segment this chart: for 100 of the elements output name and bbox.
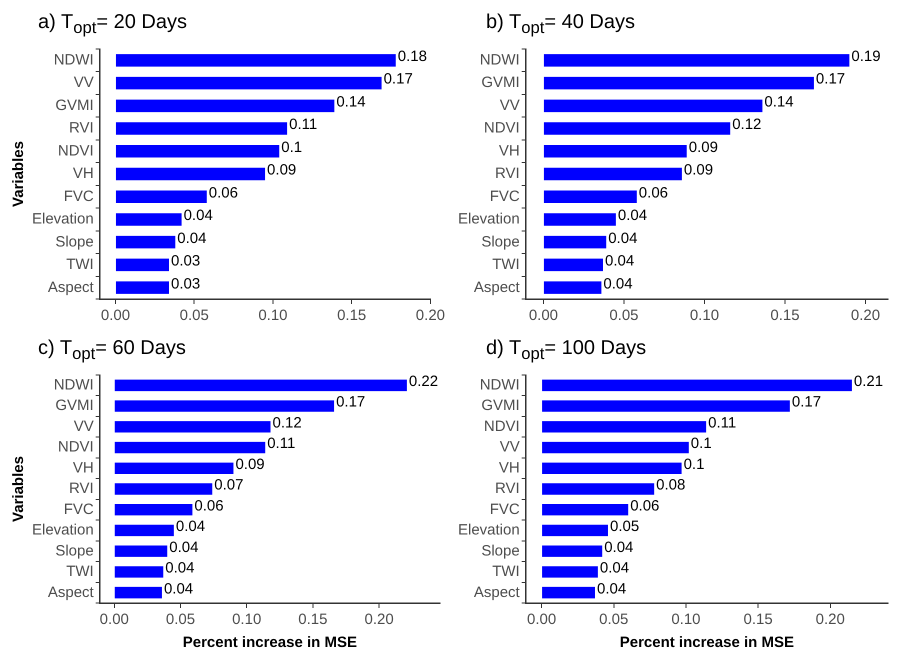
y-tick-label: Elevation: [458, 522, 520, 539]
x-tick-label: 0.20: [816, 611, 845, 628]
bar: [114, 380, 407, 392]
bar: [114, 442, 266, 454]
y-tick-label: VH: [72, 459, 94, 476]
y-tick-label: NDWI: [480, 52, 520, 69]
bar: [114, 566, 164, 578]
x-tick-label: 0.10: [232, 611, 262, 628]
x-tick-label: 0.05: [180, 307, 209, 324]
data-label: 0.17: [792, 394, 822, 411]
data-label: 0.11: [267, 435, 296, 452]
y-tick-label: VV: [500, 438, 520, 456]
bar: [542, 442, 689, 454]
data-label: 0.04: [618, 207, 648, 224]
bar: [542, 380, 852, 392]
bar: [116, 190, 207, 203]
y-tick-label: NDVI: [484, 418, 520, 435]
bar: [114, 483, 212, 495]
y-tick-label: RVI: [68, 120, 94, 137]
y-tick-label: Slope: [481, 233, 520, 250]
y-tick-label: TWI: [492, 256, 520, 274]
bar: [542, 400, 790, 412]
y-axis-title: Variables: [10, 456, 28, 522]
data-label: 0.17: [336, 394, 366, 411]
data-label: 0.04: [184, 207, 213, 224]
y-tick-label: GVMI: [481, 397, 520, 414]
bar: [116, 145, 280, 158]
data-label: 0.1: [281, 138, 302, 156]
y-tick-label: VH: [498, 142, 520, 160]
bar: [542, 421, 706, 433]
y-tick-label: VV: [74, 418, 94, 435]
data-label: 0.14: [336, 93, 366, 110]
data-label: 0.04: [608, 230, 638, 247]
data-label: 0.06: [208, 184, 238, 202]
data-label: 0.18: [398, 48, 427, 66]
y-tick-label: NDVI: [58, 438, 94, 456]
bar: [542, 462, 682, 474]
bar: [544, 54, 850, 67]
x-tick-label: 0.00: [100, 611, 129, 628]
data-label: 0.08: [656, 476, 686, 494]
bar: [544, 122, 730, 135]
data-label: 0.03: [170, 252, 200, 270]
x-tick-label: 0.15: [743, 611, 773, 628]
bar: [116, 236, 176, 248]
y-tick-label: NDWI: [480, 376, 520, 394]
data-label: 0.04: [164, 580, 194, 598]
x-axis-title: Percent increase in MSE: [182, 634, 357, 652]
x-tick-label: 0.00: [528, 307, 558, 324]
data-label: 0.17: [816, 70, 846, 88]
data-label: 0.12: [272, 414, 302, 432]
chart-title: a) T$_{opt}$= 20 Days: [37, 10, 188, 38]
x-tick-label: 0.10: [258, 307, 288, 324]
bar: [114, 421, 271, 433]
y-tick-label: Elevation: [458, 210, 520, 228]
y-tick-label: Slope: [481, 542, 520, 560]
bar: [542, 566, 598, 578]
y-tick-label: FVC: [490, 500, 520, 518]
y-tick-label: Elevation: [32, 210, 94, 228]
bar: [114, 400, 334, 412]
data-label: 0.04: [604, 252, 634, 270]
bar: [114, 524, 174, 536]
data-label: 0.09: [235, 456, 265, 473]
y-tick-label: GVMI: [481, 74, 520, 92]
x-tick-label: 0.10: [690, 307, 720, 324]
x-tick-label: 0.10: [671, 611, 701, 628]
y-tick-label: NDVI: [58, 142, 94, 160]
y-axis-title: Variables: [10, 141, 28, 207]
y-tick-label: GVMI: [55, 96, 94, 114]
bar: [116, 76, 382, 90]
y-tick-label: NDVI: [484, 120, 520, 137]
data-label: 0.04: [177, 230, 206, 247]
chart-title: d) T$_{opt}$= 100 Days: [485, 336, 648, 364]
bar: [542, 524, 608, 536]
x-tick-label: 0.15: [337, 307, 366, 324]
data-label: 0.04: [176, 518, 206, 536]
data-label: 0.22: [408, 373, 438, 390]
bar: [116, 258, 169, 272]
y-tick-label: TWI: [66, 256, 94, 274]
x-tick-label: 0.00: [100, 307, 130, 324]
data-label: 0.07: [214, 476, 244, 494]
y-tick-label: TWI: [66, 563, 94, 580]
y-tick-label: Aspect: [474, 278, 521, 296]
data-label: 0.21: [854, 373, 884, 390]
x-axis-title: Percent increase in MSE: [620, 634, 794, 652]
data-label: 0.05: [610, 518, 640, 536]
data-label: 0.09: [688, 138, 718, 156]
x-tick-label: 0.00: [526, 611, 556, 628]
x-tick-label: 0.05: [609, 307, 639, 324]
bar: [544, 100, 762, 112]
y-tick-label: VV: [74, 74, 94, 92]
data-label: 0.09: [684, 162, 714, 179]
bar: [116, 100, 334, 112]
bar: [114, 586, 162, 598]
bar: [116, 213, 182, 226]
y-tick-label: FVC: [64, 500, 94, 518]
y-tick-label: Slope: [55, 542, 94, 560]
y-tick-label: VH: [498, 459, 520, 476]
y-tick-label: RVI: [494, 480, 520, 498]
x-tick-label: 0.20: [364, 611, 394, 628]
bar: [544, 236, 606, 248]
